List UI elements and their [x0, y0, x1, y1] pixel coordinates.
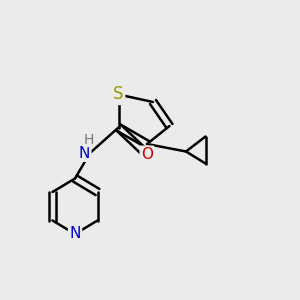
Text: N: N [79, 146, 90, 160]
Text: O: O [141, 147, 153, 162]
Text: H: H [83, 133, 94, 146]
Text: N: N [69, 226, 81, 242]
Text: S: S [113, 85, 124, 103]
